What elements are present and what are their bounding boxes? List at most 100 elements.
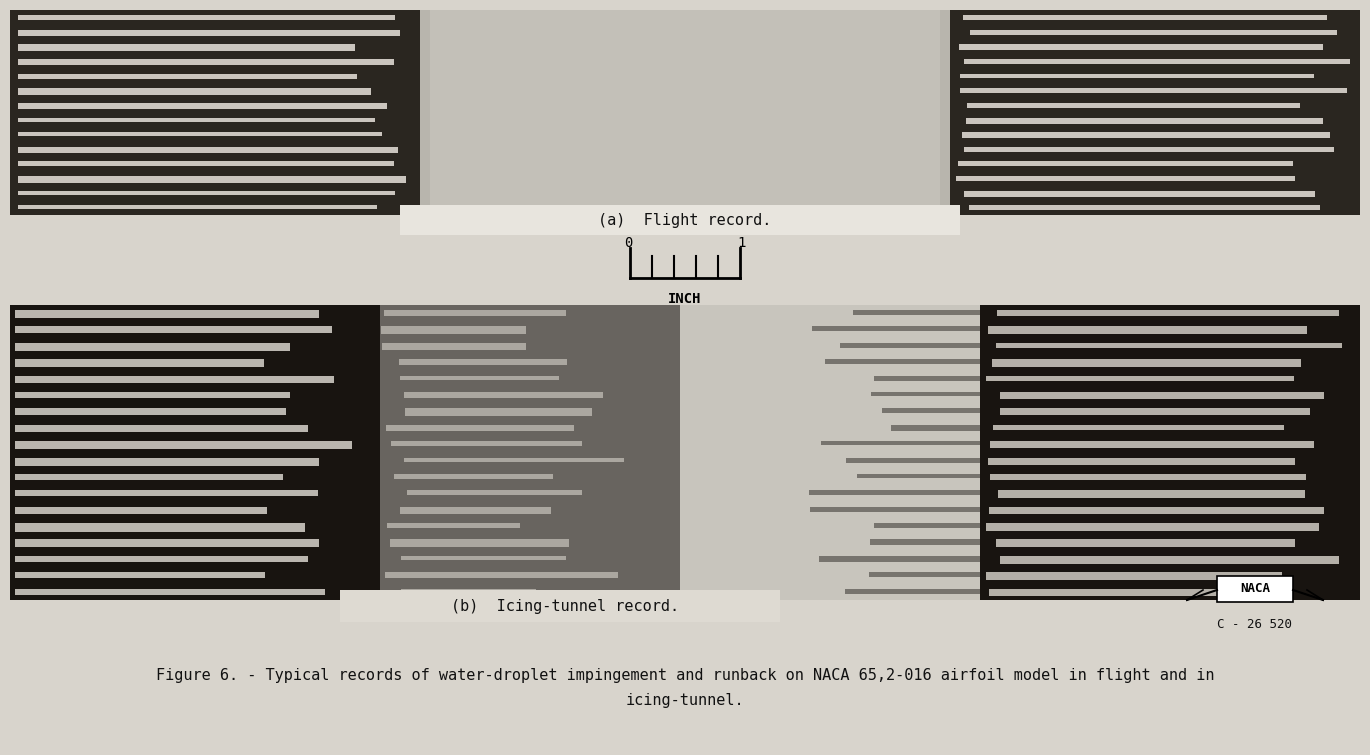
Bar xyxy=(18,176,407,183)
Bar xyxy=(399,359,567,365)
Bar xyxy=(430,10,940,215)
Bar xyxy=(15,507,267,514)
Bar xyxy=(986,523,1319,532)
Bar xyxy=(381,326,526,334)
Bar xyxy=(956,176,1295,180)
Bar xyxy=(18,29,400,35)
Bar xyxy=(991,474,1307,480)
Bar xyxy=(400,205,960,235)
Bar xyxy=(988,326,1307,334)
Bar xyxy=(379,305,680,600)
Bar xyxy=(15,425,308,432)
Bar xyxy=(980,305,1360,600)
Bar xyxy=(869,572,980,577)
Bar xyxy=(15,589,325,595)
Bar xyxy=(18,191,395,196)
Bar xyxy=(856,474,980,478)
Bar xyxy=(960,88,1347,93)
Bar xyxy=(989,441,1314,448)
Bar xyxy=(993,425,1284,430)
Bar xyxy=(985,572,1282,580)
Bar xyxy=(10,305,1360,600)
Bar xyxy=(874,523,980,528)
Bar xyxy=(18,118,375,122)
Bar xyxy=(845,589,980,594)
Bar xyxy=(15,474,282,480)
Bar xyxy=(404,392,603,398)
Bar xyxy=(15,343,290,351)
Bar xyxy=(15,490,318,496)
Bar xyxy=(964,59,1349,63)
Bar xyxy=(384,310,566,316)
Text: C - 26 520: C - 26 520 xyxy=(1218,618,1292,631)
Bar xyxy=(15,523,306,532)
Bar xyxy=(390,539,569,547)
Bar xyxy=(18,132,382,136)
Bar xyxy=(996,343,1341,349)
Bar xyxy=(18,103,388,109)
Bar xyxy=(15,458,319,466)
Bar xyxy=(18,73,358,79)
Bar xyxy=(386,523,521,528)
Bar xyxy=(959,45,1323,50)
Bar xyxy=(970,205,1321,210)
Bar xyxy=(1000,408,1310,415)
Text: NACA: NACA xyxy=(1240,583,1270,596)
Bar xyxy=(989,507,1325,514)
Bar xyxy=(10,10,421,215)
Bar xyxy=(382,343,526,350)
Bar xyxy=(997,310,1338,316)
Bar xyxy=(395,474,553,479)
Bar xyxy=(890,425,980,430)
Bar xyxy=(15,539,319,547)
Bar xyxy=(962,132,1329,137)
Bar xyxy=(400,375,559,381)
Bar xyxy=(15,556,308,562)
Bar xyxy=(949,10,1360,215)
Bar xyxy=(958,162,1293,166)
Bar xyxy=(985,375,1295,381)
Bar xyxy=(988,458,1295,466)
Bar xyxy=(871,392,980,396)
Bar xyxy=(404,458,625,462)
Text: (b)  Icing-tunnel record.: (b) Icing-tunnel record. xyxy=(451,599,680,615)
Text: 1: 1 xyxy=(738,236,747,250)
Bar xyxy=(15,572,264,578)
Bar xyxy=(15,326,333,333)
Bar xyxy=(15,392,290,399)
Bar xyxy=(959,73,1314,79)
Bar xyxy=(15,359,264,368)
Bar xyxy=(963,15,1328,20)
Bar xyxy=(386,425,574,430)
Bar xyxy=(400,507,551,514)
Bar xyxy=(15,408,286,415)
Bar xyxy=(967,103,1300,108)
Bar xyxy=(870,539,980,545)
Bar xyxy=(401,589,537,593)
Text: Figure 6. - Typical records of water-droplet impingement and runback on NACA 65,: Figure 6. - Typical records of water-dro… xyxy=(156,668,1214,683)
Bar xyxy=(1000,556,1338,564)
Text: INCH: INCH xyxy=(669,292,701,306)
Bar xyxy=(10,10,1360,215)
Bar xyxy=(882,408,980,413)
Bar xyxy=(810,490,980,495)
Bar xyxy=(340,590,780,622)
Bar xyxy=(15,310,319,319)
Bar xyxy=(404,408,592,416)
Bar xyxy=(819,556,980,562)
Bar xyxy=(1217,576,1293,602)
Bar xyxy=(18,88,371,95)
Bar xyxy=(18,146,397,153)
Bar xyxy=(330,305,1040,600)
Bar xyxy=(874,375,980,381)
Bar xyxy=(18,205,377,209)
Text: 0: 0 xyxy=(623,236,632,250)
Bar xyxy=(18,15,395,20)
Bar xyxy=(18,59,395,65)
Bar xyxy=(15,375,334,383)
Bar xyxy=(390,441,582,446)
Bar xyxy=(407,490,582,495)
Bar xyxy=(401,556,566,560)
Bar xyxy=(964,146,1334,153)
Bar xyxy=(854,310,980,316)
